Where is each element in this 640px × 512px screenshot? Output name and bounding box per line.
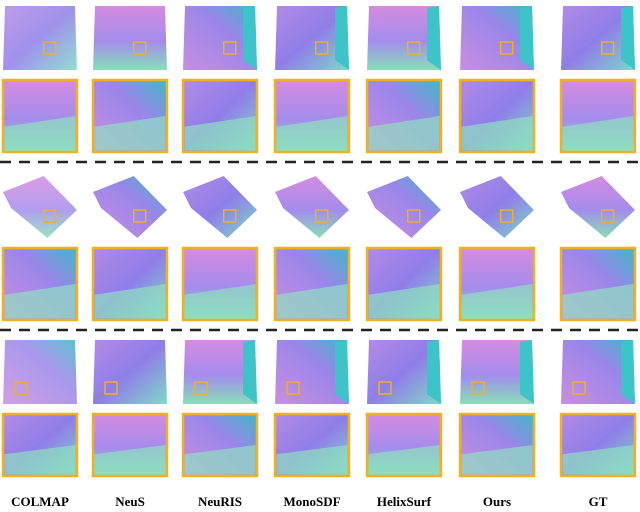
column-label: COLMAP [11,494,69,509]
reconstruction-overview [183,176,257,238]
reconstruction-overview [367,340,441,404]
reconstruction-overview [367,6,441,70]
reconstruction-overview [275,176,349,238]
zoom-indicator [499,41,514,55]
column-label: GT [589,494,608,509]
wall [243,340,257,404]
zoom-indicator [600,209,615,223]
zoom-indicator [286,381,300,395]
floor [4,116,76,151]
floor [94,116,166,151]
zoom-indicator [194,381,208,395]
floor [276,116,348,151]
zoom-indicator [222,41,237,55]
column-label: MonoSDF [283,494,340,509]
zoom-indicator [314,41,329,55]
floor [461,116,533,151]
floor [184,116,256,151]
floor [4,284,76,319]
wall [520,6,534,70]
wall [243,6,257,70]
wall [335,340,349,404]
zoom-indicator [406,41,421,55]
floor [94,445,166,475]
floor [461,284,533,319]
zoom-indicator [222,209,237,223]
floor [94,284,166,319]
image-grid [1,6,637,478]
wall [520,340,534,404]
reconstruction-overview [93,176,167,238]
reconstruction-overview [561,6,635,70]
wall [427,340,441,404]
wall [335,6,349,70]
zoom-indicator [314,209,329,223]
reconstruction-overview [460,176,534,238]
floor [368,116,440,151]
reconstruction-overview [183,340,257,404]
reconstruction-overview [275,340,349,404]
zoom-indicator [132,41,147,55]
floor [461,445,533,475]
floor [562,284,634,319]
zoom-indicator [104,381,118,395]
floor [184,445,256,475]
floor [276,445,348,475]
reconstruction-overview [3,176,77,238]
floor [368,445,440,475]
column-label: Ours [483,494,511,509]
zoom-indicator [42,209,57,223]
floor [562,445,634,475]
reconstruction-overview [93,340,167,404]
reconstruction-overview [275,6,349,70]
reconstruction-overview [460,340,534,404]
zoom-indicator [378,381,392,395]
zoom-indicator [14,381,28,395]
zoom-indicator [572,381,586,395]
wall [621,6,635,70]
floor [368,284,440,319]
reconstruction-overview [183,6,257,70]
zoom-indicator [132,209,147,223]
reconstruction-overview [93,6,167,70]
zoom-indicator [600,41,615,55]
column-label: NeuRIS [198,494,242,509]
reconstruction-overview [3,340,77,404]
zoom-indicator [499,209,514,223]
reconstruction-overview [460,6,534,70]
reconstruction-overview [561,176,635,238]
wall [427,6,441,70]
floor [562,116,634,151]
floor [4,445,76,475]
wall [621,340,635,404]
reconstruction-overview [367,176,441,238]
zoom-indicator [471,381,485,395]
reconstruction-overview [3,6,77,70]
column-labels: COLMAP NeuS NeuRIS MonoSDF HelixSurf Ours GT [11,494,608,509]
reconstruction-overview [561,340,635,404]
zoom-indicator [406,209,421,223]
column-label: HelixSurf [377,494,432,509]
floor [184,284,256,319]
zoom-indicator [42,41,57,55]
floor [276,284,348,319]
column-label: NeuS [115,494,145,509]
